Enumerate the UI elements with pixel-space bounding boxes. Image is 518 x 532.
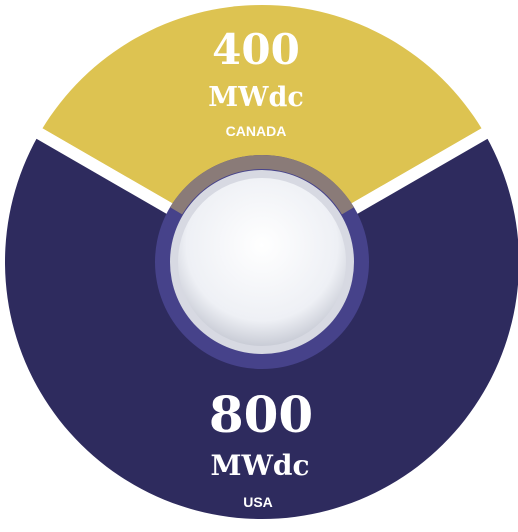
hub [178,178,346,346]
usa-unit-label: MWdc [210,449,309,482]
slice-canada [41,4,483,263]
canada-value-label: 400 [212,25,300,74]
canada-name-label: CANADA [226,123,287,139]
usa-name-label: USA [243,494,273,510]
canada-ring-tint [155,154,369,369]
usa-value-label: 800 [209,385,313,444]
canada-unit-label: MWdc [208,82,304,113]
